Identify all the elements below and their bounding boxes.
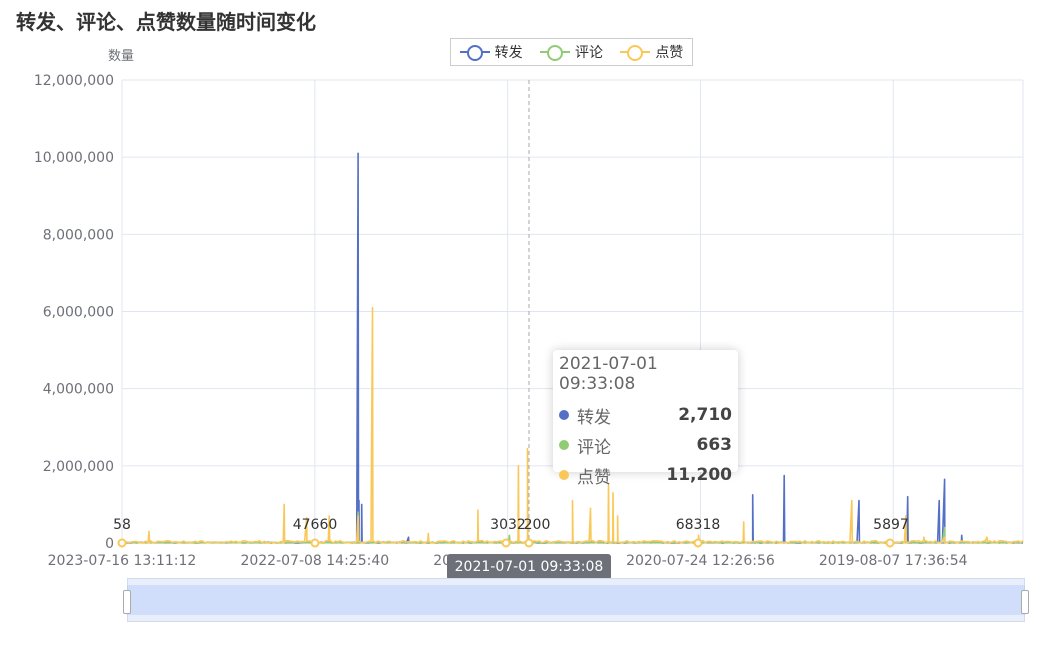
point-marker [885,538,895,548]
chart-title: 转发、评论、点赞数量随时间变化 [16,10,316,34]
point-marker [310,538,320,548]
x-tick-label: 2019-08-07 17:36:54 [819,553,968,569]
tooltip-series-name: 转发 [577,407,611,428]
tooltip-series-value: 11,200 [666,465,732,485]
point-label: 58 [113,517,131,533]
legend-item-评论[interactable]: 评论 [539,42,603,62]
x-tick-label: 2022-07-08 14:25:40 [240,553,389,569]
data-zoom-track[interactable] [127,578,1025,622]
series-dot [559,470,569,480]
x-tick-label: 2020-07-24 12:26:56 [626,553,775,569]
tooltip: 2021-07-01 09:33:08 转发 2,710 评论 663 点赞 1… [553,350,738,488]
tooltip-row: 点赞 11,200 [559,460,732,490]
y-tick-label: 4,000,000 [43,382,114,398]
legend-swatch [459,45,490,61]
tooltip-series-value: 2,710 [678,405,732,425]
tooltip-series-name: 点赞 [577,467,611,488]
legend-label: 转发 [494,45,523,61]
point-label: 47660 [293,517,338,533]
legend-item-转发[interactable]: 转发 [459,42,523,62]
series-dot [559,440,569,450]
legend-item-点赞[interactable]: 点赞 [620,42,683,62]
y-tick-label: 2,000,000 [43,459,114,475]
tooltip-series-value: 663 [696,435,733,455]
series-lines [121,152,1024,544]
y-tick-label: 0 [105,536,114,552]
point-label: 200 [524,517,551,533]
point-marker [501,538,511,548]
point-marker [117,538,127,548]
legend-swatch [539,45,570,61]
data-zoom-left-handle[interactable] [123,590,131,614]
y-tick-label: 10,000,000 [34,150,114,166]
axis-pointer-label: 2021-07-01 09:33:08 [447,554,611,580]
y-axis-label: 数量 [108,49,134,64]
tooltip-row: 评论 663 [559,430,732,460]
legend-label: 点赞 [655,45,684,61]
legend-swatch [620,45,651,61]
y-tick-labels: 0 2,000,000 4,000,000 6,000,000 8,000,000 10,… [34,73,114,552]
data-zoom-right-handle[interactable] [1021,590,1029,614]
point-label: 5897 [873,517,909,533]
y-tick-label: 6,000,000 [43,305,114,321]
series-dot [559,410,569,420]
data-zoom-selection[interactable] [127,585,1025,615]
legend: 转发 评论 点赞 [450,38,693,66]
point-label: 68318 [676,517,721,533]
point-label: 3032 [490,517,526,533]
point-marker [524,538,534,548]
tooltip-title: 2021-07-01 09:33:08 [559,354,658,394]
y-tick-label: 12,000,000 [34,73,114,89]
point-marker [693,538,703,548]
tooltip-row: 转发 2,710 [559,400,732,430]
y-tick-label: 8,000,000 [43,227,114,243]
series-line-点赞 [121,306,1024,544]
legend-label: 评论 [574,45,603,61]
x-tick-label: 2023-07-16 13:11:12 [48,553,197,569]
tooltip-series-name: 评论 [577,437,611,458]
